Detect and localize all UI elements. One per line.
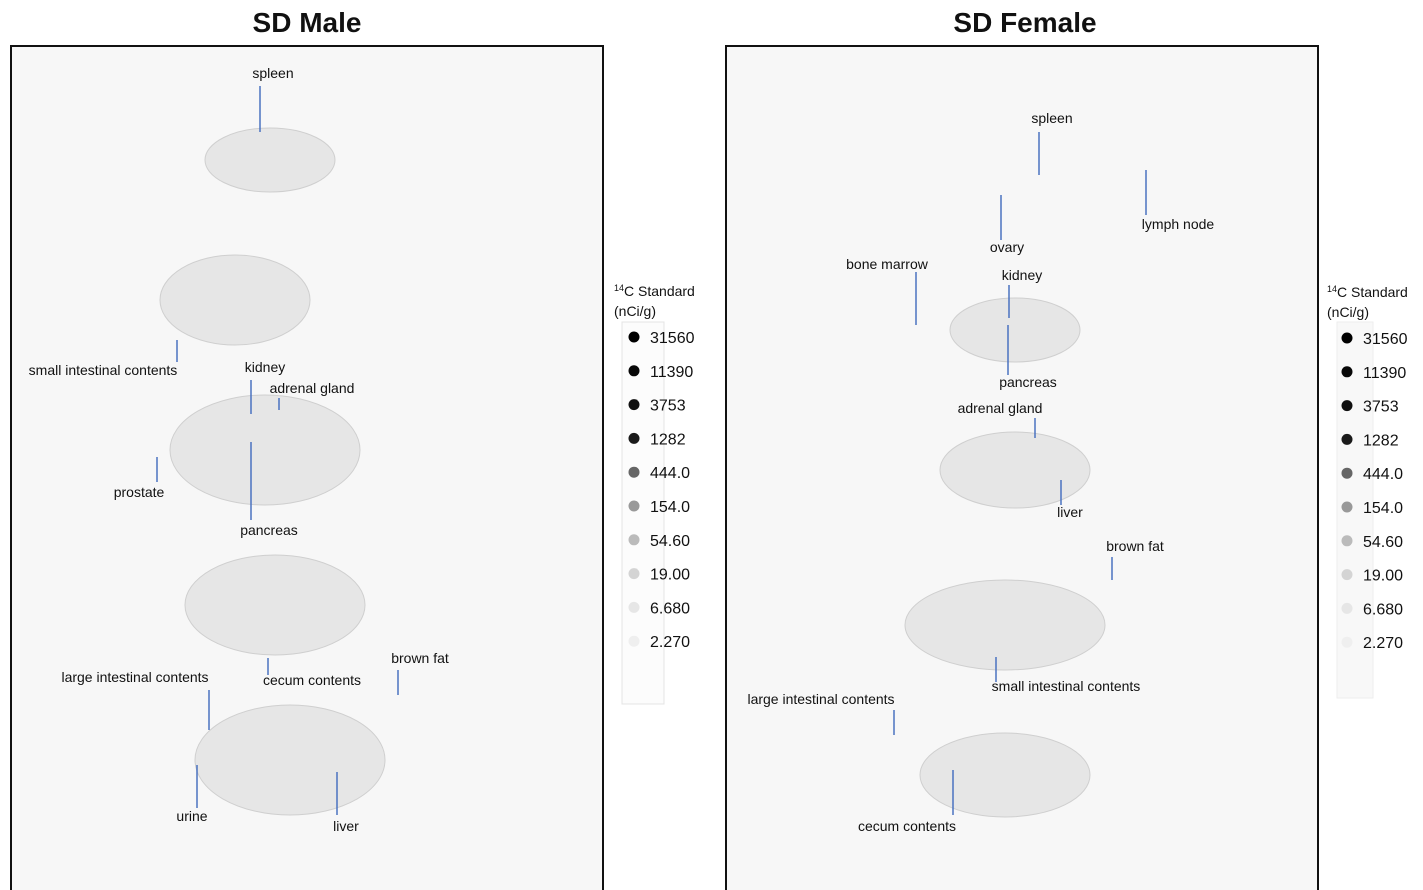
standard-value: 31560 [1363,331,1408,348]
standard-dot [1341,569,1353,581]
standard-dot [1341,602,1353,614]
standard-dot [628,466,640,478]
legend-superscript: 14 [614,283,624,293]
standard-dot [628,365,640,377]
standard-dot [628,331,640,343]
standard-value: 31560 [650,330,695,347]
tissue-label: small intestinal contents [992,678,1141,694]
legend-unit: (nCi/g) [1327,304,1369,320]
panel-title: SD Male [253,7,362,38]
standard-value: 3753 [1363,399,1399,416]
tissue-label: cecum contents [263,672,361,688]
legend-title: 14C Standard [1327,284,1408,300]
tissue-label: prostate [114,484,165,500]
tissue-label: brown fat [1106,538,1164,554]
legend-title-text: C Standard [624,283,695,299]
standard-value: 1282 [1363,432,1399,449]
standard-value: 444.0 [650,465,690,482]
standard-value: 2.270 [650,634,690,651]
standard-value: 2.270 [1363,635,1403,652]
standard-value: 1282 [650,431,686,448]
legend-unit: (nCi/g) [614,303,656,319]
tissue-label: large intestinal contents [747,691,894,707]
standard-dot [628,601,640,613]
legend-title: 14C Standard [614,283,695,299]
standard-value: 11390 [650,364,693,381]
standard-value: 444.0 [1363,466,1403,483]
tissue-label: urine [176,808,207,824]
standard-value: 3753 [650,398,686,415]
legend-superscript: 14 [1327,284,1337,294]
panel-title: SD Female [953,7,1096,38]
standard-value: 154.0 [650,499,690,516]
standard-dot [628,500,640,512]
standard-value: 19.00 [1363,568,1403,585]
standard-dot [1341,366,1353,378]
tissue-label: cecum contents [858,818,956,834]
standard-dot [628,635,640,647]
tissue-label: kidney [1002,267,1042,283]
tissue-label: lymph node [1142,216,1215,232]
standard-dot [628,432,640,444]
standard-value: 11390 [1363,365,1406,382]
standard-dot [1341,332,1353,344]
tissue-label: pancreas [999,374,1057,390]
standard-dot [1341,467,1353,479]
tissue-label: large intestinal contents [61,669,208,685]
tissue-label: brown fat [391,650,449,666]
standard-dot [628,568,640,580]
standard-dot [1341,501,1353,513]
tissue-label: small intestinal contents [29,362,178,378]
female-tissue [904,297,1106,818]
tissue-label: liver [1057,504,1083,520]
tissue-label: adrenal gland [270,380,355,396]
standard-dot [1341,535,1353,547]
standard-dot [1341,636,1353,648]
tissue-label: pancreas [240,522,298,538]
standard-value: 54.60 [650,533,690,550]
standard-dot [628,399,640,411]
standard-value: 19.00 [650,567,690,584]
standard-value: 54.60 [1363,534,1403,551]
tissue-label: spleen [252,65,293,81]
tissue-label: spleen [1031,110,1072,126]
tissue-label: bone marrow [846,256,929,272]
tissue-label: liver [333,818,359,834]
standard-dot [1341,400,1353,412]
tissue-label: kidney [245,359,285,375]
standard-value: 6.680 [1363,601,1403,618]
standard-dot [628,534,640,546]
standard-value: 6.680 [650,600,690,617]
standard-value: 154.0 [1363,500,1403,517]
tissue-label: adrenal gland [958,400,1043,416]
legend-title-text: C Standard [1337,284,1408,300]
tissue-label: ovary [990,239,1024,255]
standard-dot [1341,433,1353,445]
